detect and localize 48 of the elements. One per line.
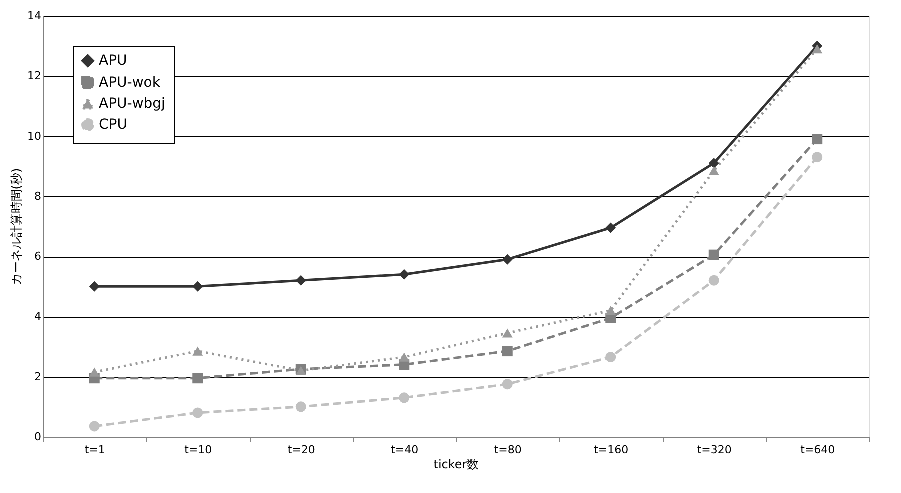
point: [708, 158, 720, 169]
point: [708, 250, 720, 260]
legend-label: APU: [99, 53, 128, 69]
point: [812, 134, 823, 145]
point: [89, 368, 100, 377]
point: [812, 44, 823, 54]
x-tick-label: t=80: [494, 444, 522, 456]
y-tick-label: 2: [34, 370, 42, 384]
y-axis-title: カーネル計算時間(秒): [10, 168, 24, 286]
point: [708, 275, 720, 286]
x-tick-label: t=20: [288, 444, 316, 456]
x-tick-label: t=640: [800, 444, 836, 456]
point: [606, 306, 616, 316]
point: [399, 392, 410, 404]
y-tick-label: 6: [34, 250, 42, 264]
point: [812, 152, 823, 163]
point: [399, 352, 410, 362]
x-tick-label: t=160: [594, 444, 629, 456]
legend-label: APU-wok: [99, 75, 162, 91]
x-tick-label: t=1: [84, 444, 106, 456]
point: [192, 408, 204, 418]
point: [296, 402, 306, 412]
point: [606, 222, 616, 234]
point: [192, 373, 204, 384]
x-tick-label: t=320: [697, 444, 732, 456]
point: [502, 328, 513, 338]
point: [502, 346, 513, 357]
y-tick-label: 14: [28, 10, 42, 22]
y-tick-label: 4: [34, 310, 42, 324]
point: [708, 166, 720, 176]
x-tick-label: t=10: [184, 444, 212, 456]
x-tick-label: t=40: [391, 444, 419, 456]
point: [606, 352, 616, 363]
point: [192, 281, 204, 292]
point: [192, 346, 204, 356]
legend-label: CPU: [99, 117, 128, 133]
legend-label: APU-wbgj: [99, 96, 166, 112]
y-tick-label: 8: [34, 190, 42, 203]
point: [399, 269, 410, 280]
point: [89, 281, 100, 292]
point: [502, 254, 513, 265]
x-axis-title: ticker数: [434, 458, 480, 472]
point: [296, 275, 306, 286]
point: [502, 379, 513, 390]
y-tick-label: 10: [28, 130, 42, 143]
y-tick-label: 0: [34, 430, 42, 444]
y-tick-label: 12: [28, 70, 42, 83]
point: [89, 421, 100, 432]
